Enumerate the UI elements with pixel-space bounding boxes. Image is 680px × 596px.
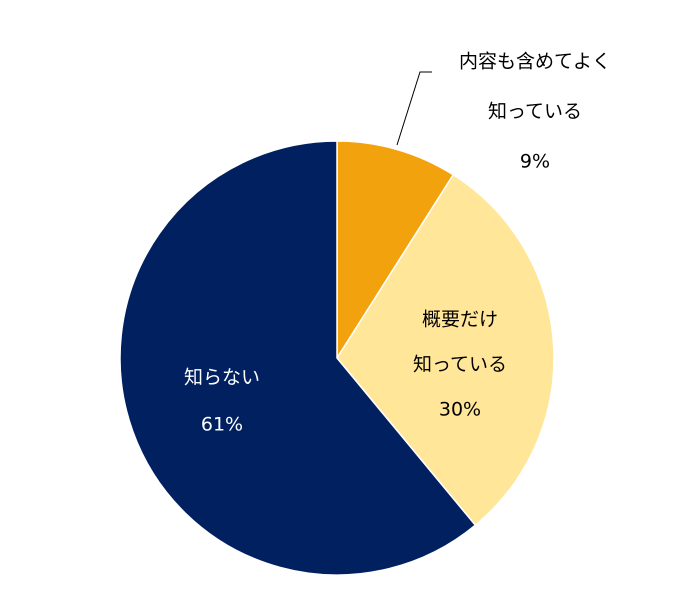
slice-label: 概要だけ — [422, 309, 498, 331]
slice-label: 知っている — [488, 101, 582, 123]
slice-label: 知っている — [413, 354, 507, 376]
pie-slice — [119, 140, 477, 576]
slice-label: 知らない — [184, 367, 260, 389]
value-label: 61% — [201, 414, 243, 436]
value-label: 30% — [439, 399, 481, 421]
leader-line — [396, 71, 432, 146]
pie-slice — [336, 173, 555, 527]
value-label: 9% — [520, 151, 550, 173]
pie-slice — [336, 140, 455, 361]
slice-label: 内容も含めてよく — [459, 51, 611, 73]
